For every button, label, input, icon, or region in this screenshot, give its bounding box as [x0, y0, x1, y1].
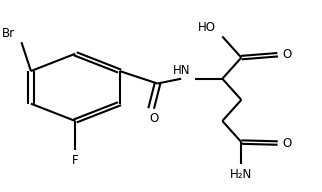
Text: HO: HO	[198, 21, 216, 34]
Text: F: F	[72, 154, 79, 167]
Text: O: O	[150, 112, 159, 125]
Text: H₂N: H₂N	[230, 168, 252, 181]
Text: O: O	[282, 137, 292, 150]
Text: Br: Br	[2, 27, 15, 40]
Text: HN: HN	[173, 64, 190, 77]
Text: O: O	[282, 48, 292, 61]
